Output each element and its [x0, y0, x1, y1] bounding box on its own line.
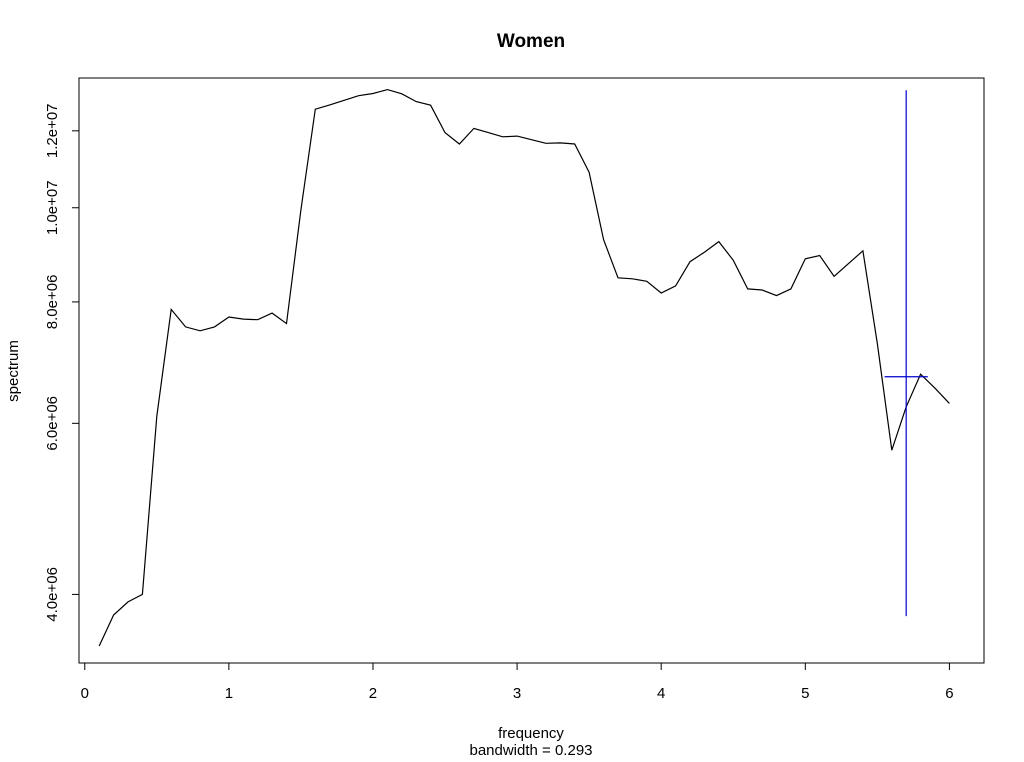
x-tick-label: 2	[369, 685, 377, 702]
y-tick-label: 4.0e+06	[44, 567, 61, 622]
x-axis-label: frequency	[498, 725, 564, 742]
y-axis: 4.0e+06 6.0e+06 8.0e+06 1.0e+07 1.2e+07	[44, 103, 80, 622]
x-tick-label: 5	[801, 685, 809, 702]
spectrum-line	[98, 88, 950, 647]
x-tick-label: 6	[945, 685, 953, 702]
x-axis: 0 1 2 3 4 5 6	[81, 662, 954, 702]
x-axis-sublabel: bandwidth = 0.293	[469, 742, 592, 759]
y-tick-label: 6.0e+06	[44, 396, 61, 451]
chart-title: Women	[497, 31, 565, 52]
y-tick-label: 1.0e+07	[44, 180, 61, 235]
data-points	[98, 88, 951, 647]
x-tick-label: 4	[657, 685, 665, 702]
y-axis-label: spectrum	[5, 340, 22, 402]
x-tick-label: 0	[81, 685, 89, 702]
x-tick-label: 3	[513, 685, 521, 702]
x-tick-label: 1	[225, 685, 233, 702]
y-tick-label: 8.0e+06	[44, 275, 61, 330]
plot-box	[78, 77, 985, 664]
confidence-bar	[884, 90, 928, 617]
y-tick-label: 1.2e+07	[44, 103, 61, 158]
